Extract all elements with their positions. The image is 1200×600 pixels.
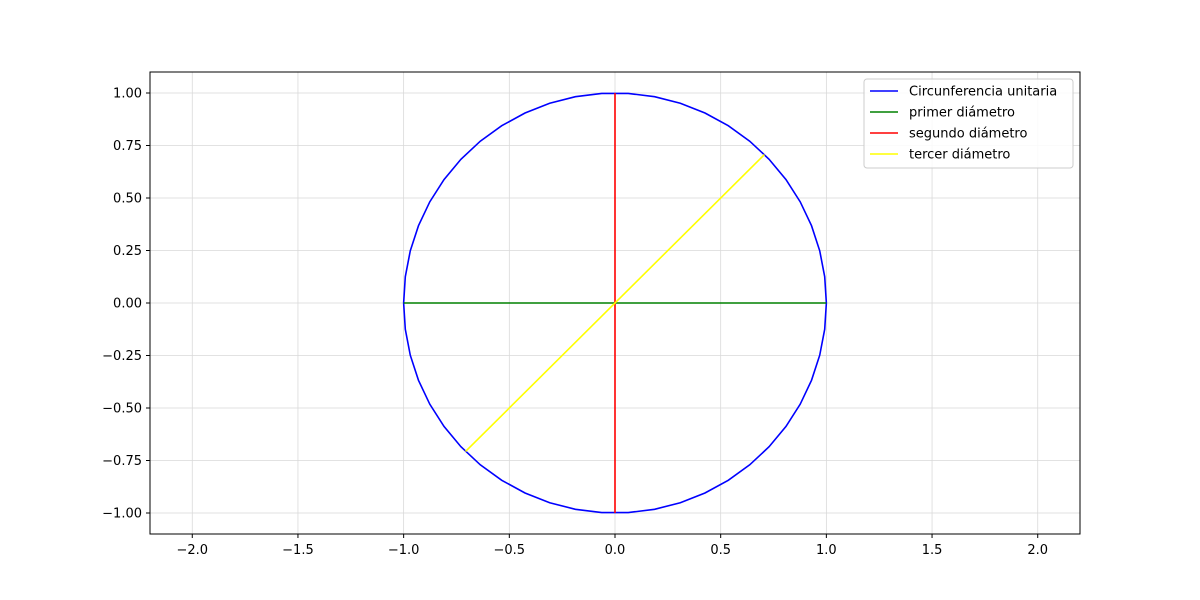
y-tick-label: −0.50 xyxy=(102,402,142,417)
y-tick-label: −0.75 xyxy=(102,454,142,469)
x-tick-label: 1.5 xyxy=(922,543,943,558)
x-tick-label: 0.5 xyxy=(710,543,731,558)
y-tick-label: 0.00 xyxy=(113,297,142,312)
x-axis-ticks: −2.0 −1.5 −1.0 −0.5 0.0 0.5 1.0 1.5 2.0 xyxy=(176,534,1048,558)
x-tick-label: −1.0 xyxy=(388,543,420,558)
legend: Circunferencia unitaria primer diámetro se… xyxy=(863,78,1074,169)
legend-label: tercer diámetro xyxy=(909,148,1010,163)
x-tick-label: −2.0 xyxy=(176,543,208,558)
y-axis-ticks: 1.00 0.75 0.50 0.25 0.00 −0.25 −0.50 −0.75 −1.00 xyxy=(102,87,150,522)
x-tick-label: −0.5 xyxy=(494,543,526,558)
y-tick-label: −1.00 xyxy=(102,507,142,522)
legend-label: primer diámetro xyxy=(909,106,1015,121)
y-tick-label: 0.75 xyxy=(113,139,142,154)
legend-box xyxy=(863,78,1074,169)
y-tick-label: 0.25 xyxy=(113,244,142,259)
y-tick-label: 0.50 xyxy=(113,192,142,207)
x-tick-label: 1.0 xyxy=(816,543,837,558)
series-line-tercer-diametro xyxy=(464,153,766,453)
y-tick-label: −0.25 xyxy=(102,349,142,364)
plot-series xyxy=(402,92,828,514)
legend-label: segundo diámetro xyxy=(909,127,1027,142)
x-tick-label: −1.5 xyxy=(282,543,314,558)
x-tick-label: 0.0 xyxy=(605,543,626,558)
x-tick-label: 2.0 xyxy=(1027,543,1048,558)
legend-label: Circunferencia unitaria xyxy=(909,85,1057,100)
y-tick-label: 1.00 xyxy=(113,87,142,102)
